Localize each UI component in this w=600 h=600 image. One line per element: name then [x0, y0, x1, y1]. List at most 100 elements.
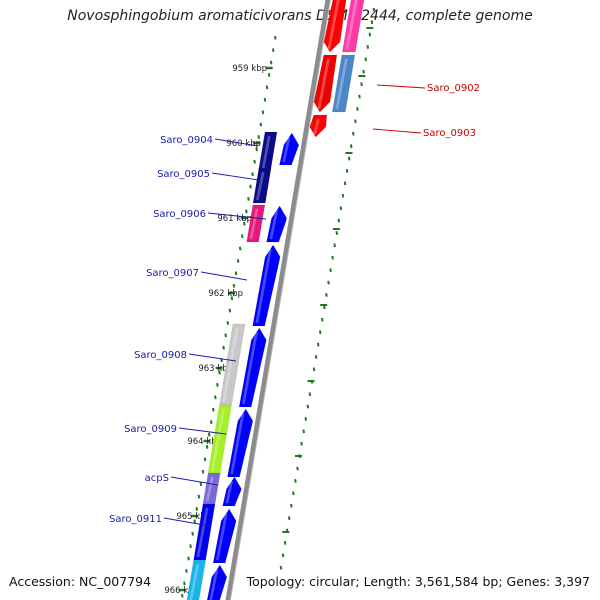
gene-feature	[341, 0, 365, 53]
tick-dot-left	[222, 345, 225, 350]
gene-body	[266, 205, 287, 243]
tick-dot-right	[325, 293, 328, 297]
leader-line	[211, 172, 260, 181]
tick-dot-right	[358, 94, 361, 99]
tick-dot-right	[292, 491, 295, 496]
genome-summary-text: Topology: circular; Length: 3,561,584 bp…	[246, 574, 590, 589]
gene-shine	[249, 208, 259, 240]
gene-feature	[252, 167, 272, 204]
tick-dot-left	[271, 48, 275, 53]
gene-label: Saro_0908	[134, 350, 187, 361]
tick-dot-left	[207, 432, 211, 437]
tick-dot-left	[187, 556, 190, 561]
tick-dot-right	[360, 82, 363, 87]
gene-shine	[189, 563, 200, 600]
tick-dot-right	[302, 429, 305, 434]
gene-features	[186, 0, 365, 600]
tick-dot-left	[218, 370, 221, 375]
tick-dot-right	[304, 417, 308, 421]
tick-dot-left	[261, 110, 265, 115]
tick-dot-right	[347, 156, 351, 161]
tick-dot-left	[230, 296, 234, 301]
tick-label: 966 kbp	[164, 586, 199, 596]
tick-dot-left	[249, 184, 252, 189]
accession-text: Accession: NC_007794	[9, 574, 152, 589]
tick-dot-right	[370, 20, 374, 25]
gene-body	[193, 503, 216, 561]
backbone-highlight	[229, 0, 332, 600]
tick-label: 959 kbp	[232, 64, 267, 74]
tick-dot-left	[234, 271, 238, 276]
tick-dot-right	[364, 57, 367, 62]
gene-body	[238, 327, 267, 408]
tick-dot-right	[343, 181, 347, 186]
gene-feature	[193, 503, 216, 561]
gene-label: Saro_0902	[427, 83, 480, 94]
tick-dot-right	[316, 342, 320, 347]
tick-label: 961 kbp	[217, 214, 252, 224]
tick-dot-right	[329, 268, 332, 273]
gene-feature	[331, 54, 356, 113]
tick-dot-left	[209, 420, 213, 425]
tick-dot-left	[265, 85, 269, 90]
tick-dot-right	[287, 516, 291, 521]
tick-dot-right	[312, 367, 316, 372]
gene-feature	[202, 472, 221, 505]
gene-body	[309, 114, 328, 138]
tick-label: 963 kbp	[198, 364, 233, 374]
tick-dot-left	[205, 445, 209, 449]
tick-dot-left	[269, 60, 273, 65]
tick-dot-right	[308, 392, 312, 397]
gene-body	[206, 564, 228, 600]
tick-dot-left	[259, 122, 263, 127]
tick-dot-left	[236, 259, 240, 263]
gene-feature	[309, 114, 328, 138]
tick-dot-left	[185, 569, 188, 573]
gene-shine	[209, 568, 219, 600]
gene-body	[279, 132, 300, 166]
leader-line	[214, 138, 259, 147]
tick-dot-right	[345, 169, 349, 173]
tick-dot-left	[228, 308, 232, 313]
leader-line	[200, 271, 248, 281]
tick-dot-left	[251, 172, 254, 177]
gene-body	[331, 54, 356, 113]
gene-body	[341, 0, 365, 53]
leader-line	[207, 212, 267, 220]
gene-label: Saro_0905	[157, 169, 210, 180]
gene-feature	[252, 244, 281, 327]
gene-label: Saro_0906	[153, 209, 206, 220]
tick-dot-right	[372, 7, 376, 12]
tick-dot-left	[240, 234, 244, 239]
tick-dot-right	[281, 553, 285, 558]
tick-dot-left	[245, 209, 248, 214]
leader-line	[163, 517, 211, 527]
leader-line	[376, 84, 426, 89]
tick-dot-right	[306, 404, 310, 409]
tick-dot-left	[191, 531, 194, 536]
tick-dot-right	[352, 131, 355, 136]
gene-shine	[205, 476, 214, 502]
tick-dot-right	[368, 32, 372, 37]
gene-feature	[266, 205, 287, 243]
tick-dot-left	[216, 383, 219, 387]
gene-label: Saro_0904	[160, 135, 213, 146]
tick-dot-left	[257, 135, 261, 139]
tick-dot-left	[181, 593, 184, 598]
gene-shine	[282, 136, 291, 163]
tick-dot-right	[331, 255, 334, 260]
gene-shine	[242, 331, 258, 405]
tick-dot-left	[224, 333, 227, 338]
gene-feature	[186, 559, 207, 600]
tick-dot-left	[274, 35, 277, 40]
tick-label: 964 kbp	[187, 437, 222, 447]
tick-dot-left	[197, 494, 201, 499]
gene-labels: Saro_0904 Saro_0905 Saro_0906 Saro_0907 Saro…	[109, 83, 480, 525]
tick-dot-right	[290, 503, 293, 508]
tick-dot-right	[349, 144, 353, 149]
tick-dots-left	[181, 35, 277, 598]
leader-line	[170, 476, 219, 486]
gene-body	[246, 204, 266, 243]
gene-label: Saro_0903	[423, 128, 476, 139]
